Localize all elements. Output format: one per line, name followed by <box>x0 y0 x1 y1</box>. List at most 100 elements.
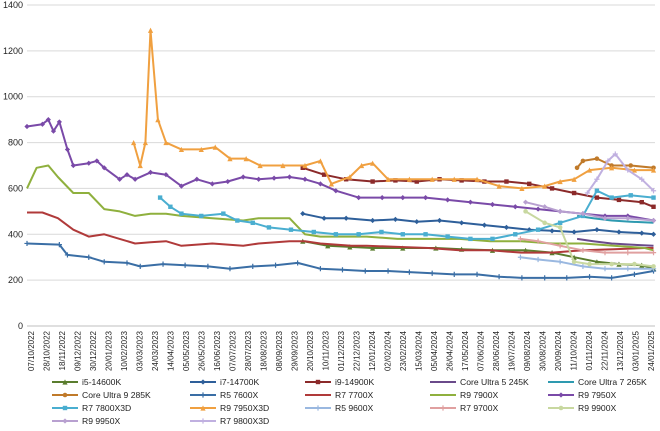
data-point-i7-14700k <box>343 215 349 221</box>
data-point-r9-9950x <box>522 199 529 205</box>
data-point-r7-9700x <box>517 236 524 242</box>
x-tick-label: 10/11/2023 <box>322 330 331 370</box>
data-point-r9-7950x <box>445 197 451 203</box>
data-point-r9-7950x3d <box>631 167 638 173</box>
data-point-r9-7950x3d <box>198 146 204 153</box>
data-point-r7-9700x <box>535 238 541 244</box>
data-point-r5-7600x <box>24 240 30 247</box>
data-point-r9-9900x <box>609 261 614 267</box>
data-point-r7-7800x3d <box>168 204 173 209</box>
legend-marker-i7-14700k <box>200 379 206 385</box>
data-point-i7-14700k <box>503 224 510 231</box>
data-point-r5-7600x <box>406 269 412 275</box>
data-point-i7-14700k <box>414 219 420 225</box>
data-point-r9-7950x <box>422 195 429 201</box>
data-point-i9-14900k <box>527 181 532 187</box>
data-point-r5-7600x <box>339 267 346 273</box>
data-point-i5-14600k <box>370 245 376 251</box>
legend-marker-r9-7950x3d <box>200 405 206 411</box>
data-point-r9-7950x3d <box>328 181 335 187</box>
data-point-r7-7800x3d <box>423 232 428 237</box>
series-line-r9-7950x <box>26 118 654 222</box>
data-point-r9-7950x <box>117 176 123 182</box>
data-point-r9-7950x <box>86 160 92 166</box>
x-tick-label: 19/07/2024 <box>508 330 517 371</box>
data-point-r7-7800x3d <box>594 188 600 193</box>
x-tick-label: 07/06/2024 <box>477 330 486 371</box>
data-point-r9-7950x <box>512 204 518 210</box>
data-point-r9-9950x <box>650 217 657 224</box>
x-tick-label: 18/08/2023 <box>260 330 269 371</box>
y-tick-label: 1400 <box>3 0 23 10</box>
x-tick-label: 20/09/2024 <box>554 330 563 371</box>
x-tick-label: 28/07/2023 <box>244 330 253 371</box>
data-point-r9-7950x3d <box>347 174 353 180</box>
data-point-r5-7600x <box>137 263 143 269</box>
data-point-i7-14700k <box>571 229 577 235</box>
y-tick-label: 0 <box>18 321 23 331</box>
data-point-i9-14900k <box>504 179 509 184</box>
data-point-r5-9600x <box>517 254 524 260</box>
data-point-r5-7600x <box>272 262 279 268</box>
data-point-r9-7950x3d <box>358 162 365 169</box>
x-tick-label: 09/08/2024 <box>523 330 532 371</box>
x-tick-label: 11/10/2024 <box>570 330 579 370</box>
legend-label-r7-9800x3d: R7 9800X3D <box>220 416 269 426</box>
data-point-r7-7800x3d <box>535 227 541 232</box>
data-point-r7-7800x3d <box>557 220 563 226</box>
data-point-r9-7950x3d <box>243 156 249 162</box>
series-line-r9-7950x3d <box>132 29 654 190</box>
data-point-r5-7600x <box>205 263 211 269</box>
data-point-r9-7950x <box>101 165 107 171</box>
data-point-r5-7600x <box>609 275 615 281</box>
data-point-r7-7800x3d <box>400 232 405 237</box>
data-point-i9-14900k <box>393 178 398 183</box>
legend-marker-r5-7600x <box>200 392 206 398</box>
data-point-r5-7600x <box>429 270 435 276</box>
x-tick-label: 12/01/2024 <box>368 330 377 371</box>
legend-label-r9-7950x3d: R9 7950X3D <box>220 403 269 413</box>
data-point-r7-7800x3d <box>199 213 204 219</box>
data-point-r5-7600x <box>564 275 570 281</box>
data-point-r9-7950x <box>45 117 51 123</box>
data-point-i9-14900k <box>651 204 656 209</box>
data-point-r9-7950x <box>209 181 215 187</box>
data-point-r5-9600x <box>535 256 541 263</box>
data-point-r9-7950x3d <box>131 139 137 146</box>
legend-label-r9-7900x: R9 7900X <box>460 390 498 400</box>
data-point-r7-9700x <box>625 250 631 256</box>
legend-marker-r9-9950x <box>62 418 68 424</box>
data-point-r9-7950x3d <box>451 176 457 182</box>
x-tick-label: 15/03/2024 <box>415 330 424 371</box>
legend-label-i5-14600k: i5-14600K <box>82 377 121 387</box>
data-point-i7-14700k <box>481 222 487 228</box>
legend-label-r5-9600x: R5 9600X <box>335 403 373 413</box>
data-point-r9-7950x3d <box>519 185 525 192</box>
x-tick-label: 22/11/2024 <box>601 330 610 370</box>
data-point-r7-9800x3d <box>584 190 590 196</box>
data-point-r9-7950x3d <box>496 183 502 189</box>
data-point-r9-9900x <box>632 261 637 267</box>
data-point-i9-14900k <box>370 179 375 184</box>
data-point-r7-7800x3d <box>288 227 294 232</box>
data-point-r9-7950x3d <box>385 176 391 182</box>
data-point-r9-7950x <box>70 162 76 169</box>
data-point-r5-7600x <box>542 275 548 281</box>
data-point-r7-7800x3d <box>333 232 339 237</box>
data-point-i7-14700k <box>639 230 645 236</box>
series-line-r9-9900x <box>525 210 654 268</box>
data-point-r9-7950x3d <box>406 176 412 182</box>
data-point-r9-7950x <box>256 176 262 182</box>
data-point-r9-7950x <box>271 175 277 181</box>
data-point-r9-7950x3d <box>586 167 593 173</box>
data-point-r9-7950x <box>302 176 308 182</box>
data-point-r7-7800x3d <box>379 229 384 235</box>
data-point-r5-7600x <box>56 242 62 248</box>
legend-label-i7-14700k: i7-14700K <box>220 377 259 387</box>
data-point-r9-7950x <box>317 181 324 187</box>
data-point-r5-7600x <box>227 266 233 272</box>
data-point-r7-7800x3d <box>250 220 255 226</box>
data-point-r5-7600x <box>160 261 166 267</box>
data-point-r9-7950x <box>467 199 474 205</box>
